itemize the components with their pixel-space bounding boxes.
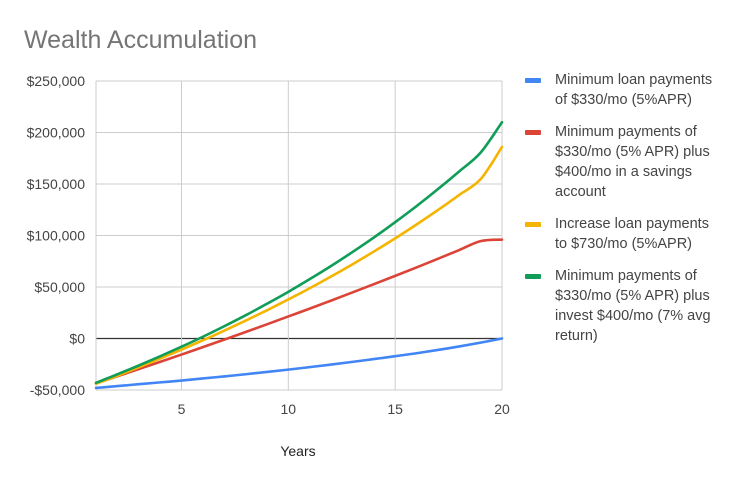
x-axis-label: Years xyxy=(280,443,315,459)
y-tick-label: $250,000 xyxy=(27,73,86,89)
series-line-2 xyxy=(94,238,504,385)
y-axis-ticks: -$50,000 $0 $50,000 $100,000 $150,000 $200,00… xyxy=(27,73,86,398)
legend-item-3[interactable]: Increase loan payments to $730/mo (5%APR… xyxy=(525,214,725,254)
x-tick-label: 10 xyxy=(281,401,297,417)
y-tick-label: $0 xyxy=(69,331,85,347)
legend-item-4[interactable]: Minimum payments of $330/mo (5% APR) plu… xyxy=(525,266,725,346)
y-tick-label: $50,000 xyxy=(34,279,85,295)
legend-swatch xyxy=(525,130,541,135)
y-tick-label: $150,000 xyxy=(27,176,86,192)
chart-title: Wealth Accumulation xyxy=(24,26,257,54)
y-tick-label: $100,000 xyxy=(27,228,86,244)
x-tick-label: 15 xyxy=(387,401,403,417)
x-axis-ticks: 5 10 15 20 xyxy=(178,401,510,417)
legend-label: Minimum payments of $330/mo (5% APR) plu… xyxy=(555,124,710,200)
y-tick-label: $200,000 xyxy=(27,125,86,141)
series-line-4 xyxy=(94,120,504,385)
legend-item-1[interactable]: Minimum loan payments of $330/mo (5%APR) xyxy=(525,70,725,110)
legend-swatch xyxy=(525,274,541,279)
x-tick-label: 5 xyxy=(178,401,186,417)
series-lines xyxy=(94,120,504,390)
series-line-1 xyxy=(94,337,504,390)
grid xyxy=(95,80,503,391)
series-line-3 xyxy=(94,145,504,386)
legend-swatch xyxy=(525,222,541,227)
legend-item-2[interactable]: Minimum payments of $330/mo (5% APR) plu… xyxy=(525,122,725,202)
y-tick-label: -$50,000 xyxy=(30,382,85,398)
legend: Minimum loan payments of $330/mo (5%APR)… xyxy=(525,70,725,358)
legend-label: Minimum payments of $330/mo (5% APR) plu… xyxy=(555,268,711,344)
legend-label: Increase loan payments to $730/mo (5%APR… xyxy=(555,216,709,252)
legend-swatch xyxy=(525,78,541,83)
legend-label: Minimum loan payments of $330/mo (5%APR) xyxy=(555,72,713,108)
x-tick-label: 20 xyxy=(494,401,510,417)
